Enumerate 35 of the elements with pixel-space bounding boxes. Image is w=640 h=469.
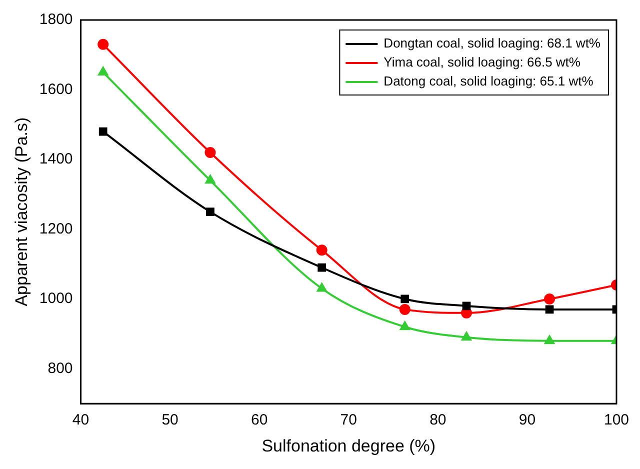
- y-tick-label: 800: [48, 360, 73, 377]
- y-axis-title: Apparent viacosity (Pa.s): [12, 117, 31, 306]
- point: [316, 244, 328, 256]
- y-tick-label: 1000: [39, 290, 73, 308]
- x-tick-label: 40: [72, 412, 90, 429]
- y-tick-label: 1800: [39, 11, 73, 28]
- legend-label: Yima coal, solid loaging: 66.5 wt%: [384, 54, 581, 70]
- x-tick-label: 50: [162, 412, 178, 429]
- point: [399, 304, 410, 315]
- x-tick-label: 70: [340, 412, 357, 429]
- point: [462, 302, 471, 310]
- point: [204, 147, 216, 158]
- y-tick-label: 1400: [39, 150, 73, 168]
- point: [98, 127, 108, 136]
- y-tick-label: 1600: [39, 80, 73, 98]
- point: [545, 305, 554, 314]
- x-tick-label: 90: [518, 412, 536, 429]
- point: [462, 332, 472, 341]
- point: [98, 38, 109, 50]
- legend-label: Datong coal, solid loaging: 65.1 wt%: [384, 74, 594, 89]
- point: [205, 174, 216, 184]
- x-tick-label: 100: [604, 412, 629, 429]
- x-axis-title: Sulfonation degree (%): [262, 436, 436, 456]
- x-tick-label: 80: [430, 412, 446, 429]
- y-tick-label: 1200: [39, 220, 73, 238]
- legend-label: Dongtan coal, solid loaging: 68.1 wt%: [384, 36, 601, 51]
- point: [400, 321, 410, 330]
- point: [98, 66, 108, 76]
- point: [544, 335, 554, 344]
- point: [544, 293, 556, 304]
- point: [318, 263, 326, 272]
- point: [206, 208, 214, 216]
- point: [316, 283, 327, 292]
- x-tick-label: 60: [251, 412, 268, 429]
- point: [400, 294, 410, 304]
